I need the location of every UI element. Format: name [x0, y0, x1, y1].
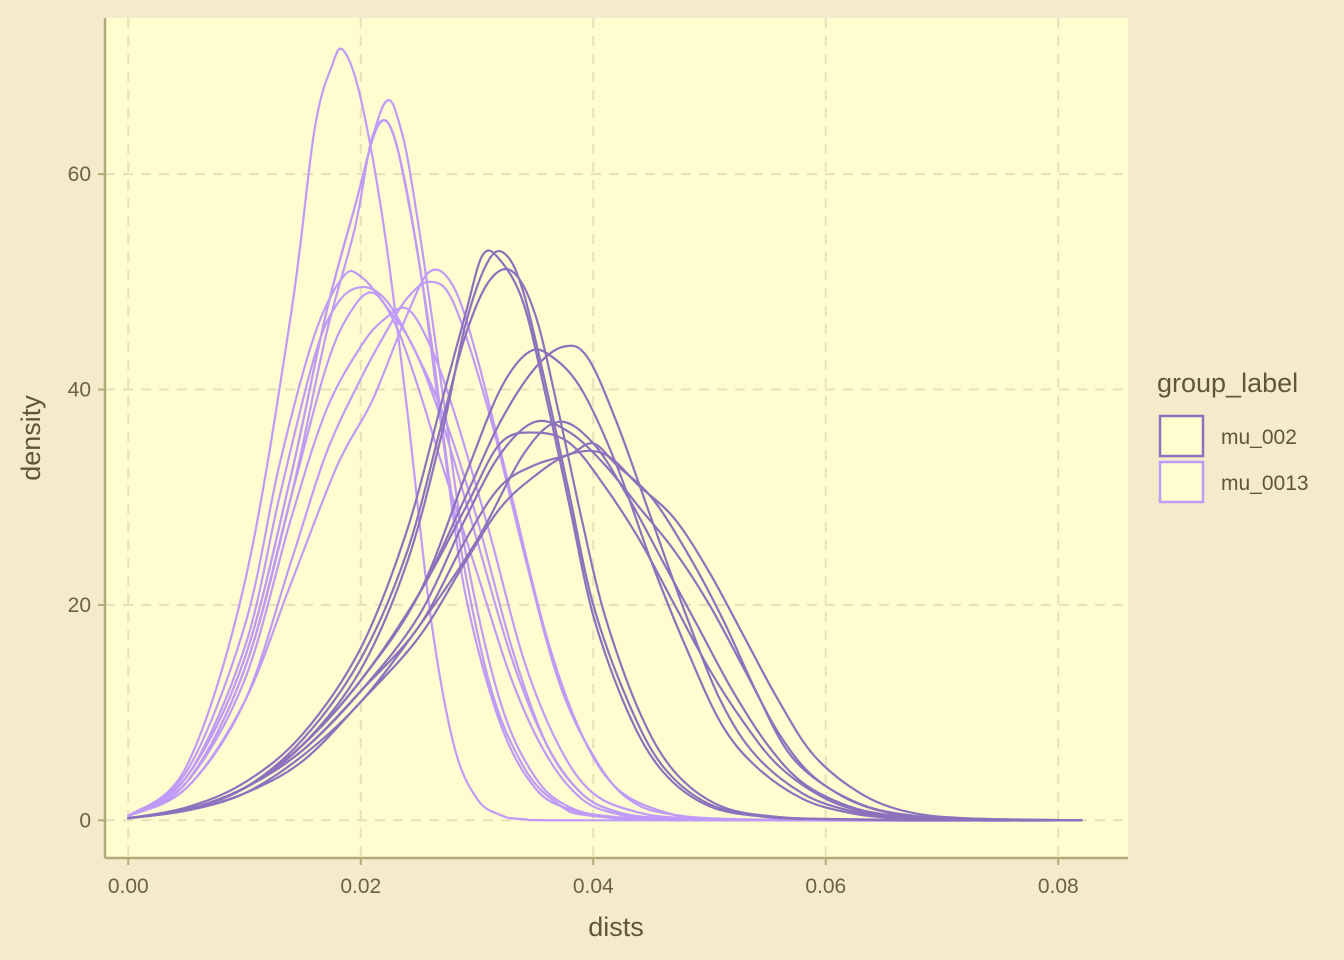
legend-key-mu-0013	[1158, 460, 1205, 504]
legend-label-mu-0013: mu_0013	[1221, 472, 1309, 495]
density-curve-mu-0013	[127, 268, 1083, 822]
y-tick-label: 60	[68, 163, 91, 186]
x-axis-title: dists	[588, 912, 644, 942]
density-curve-mu-002	[127, 249, 1083, 822]
axes	[103, 18, 1128, 860]
y-tick-labels: 0 20 40 60	[68, 163, 105, 832]
x-tick-label: 0.04	[573, 875, 614, 898]
density-curve-mu-0013	[127, 285, 1083, 822]
y-tick-label: 20	[68, 594, 91, 617]
density-curve-mu-0013	[127, 47, 1083, 822]
legend: group_label mu_002 mu_0013	[1157, 368, 1309, 504]
density-curve-mu-0013	[127, 306, 1083, 822]
y-axis-title: density	[16, 395, 46, 481]
y-tick-label: 40	[68, 379, 91, 402]
x-tick-label: 0.06	[805, 875, 846, 898]
density-curve-mu-002	[127, 420, 1083, 822]
legend-item-mu-0013: mu_0013	[1158, 460, 1309, 504]
legend-label-mu-002: mu_002	[1221, 426, 1297, 449]
x-tick-labels: 0.00 0.02 0.04 0.06 0.08	[108, 858, 1079, 898]
density-curve-mu-002	[127, 431, 1083, 822]
panel-background	[105, 18, 1128, 858]
legend-item-mu-002: mu_002	[1158, 414, 1297, 458]
x-tick-label: 0.02	[340, 875, 381, 898]
y-tick-label: 0	[79, 809, 91, 832]
x-tick-label: 0.00	[108, 875, 149, 898]
x-tick-label: 0.08	[1038, 875, 1079, 898]
density-curve-mu-0013	[127, 280, 1083, 822]
legend-key-mu-002	[1158, 414, 1205, 458]
density-curves	[127, 47, 1083, 822]
density-curve-mu-002	[127, 449, 1083, 822]
density-curve-mu-002	[127, 267, 1083, 822]
legend-title: group_label	[1157, 368, 1298, 398]
